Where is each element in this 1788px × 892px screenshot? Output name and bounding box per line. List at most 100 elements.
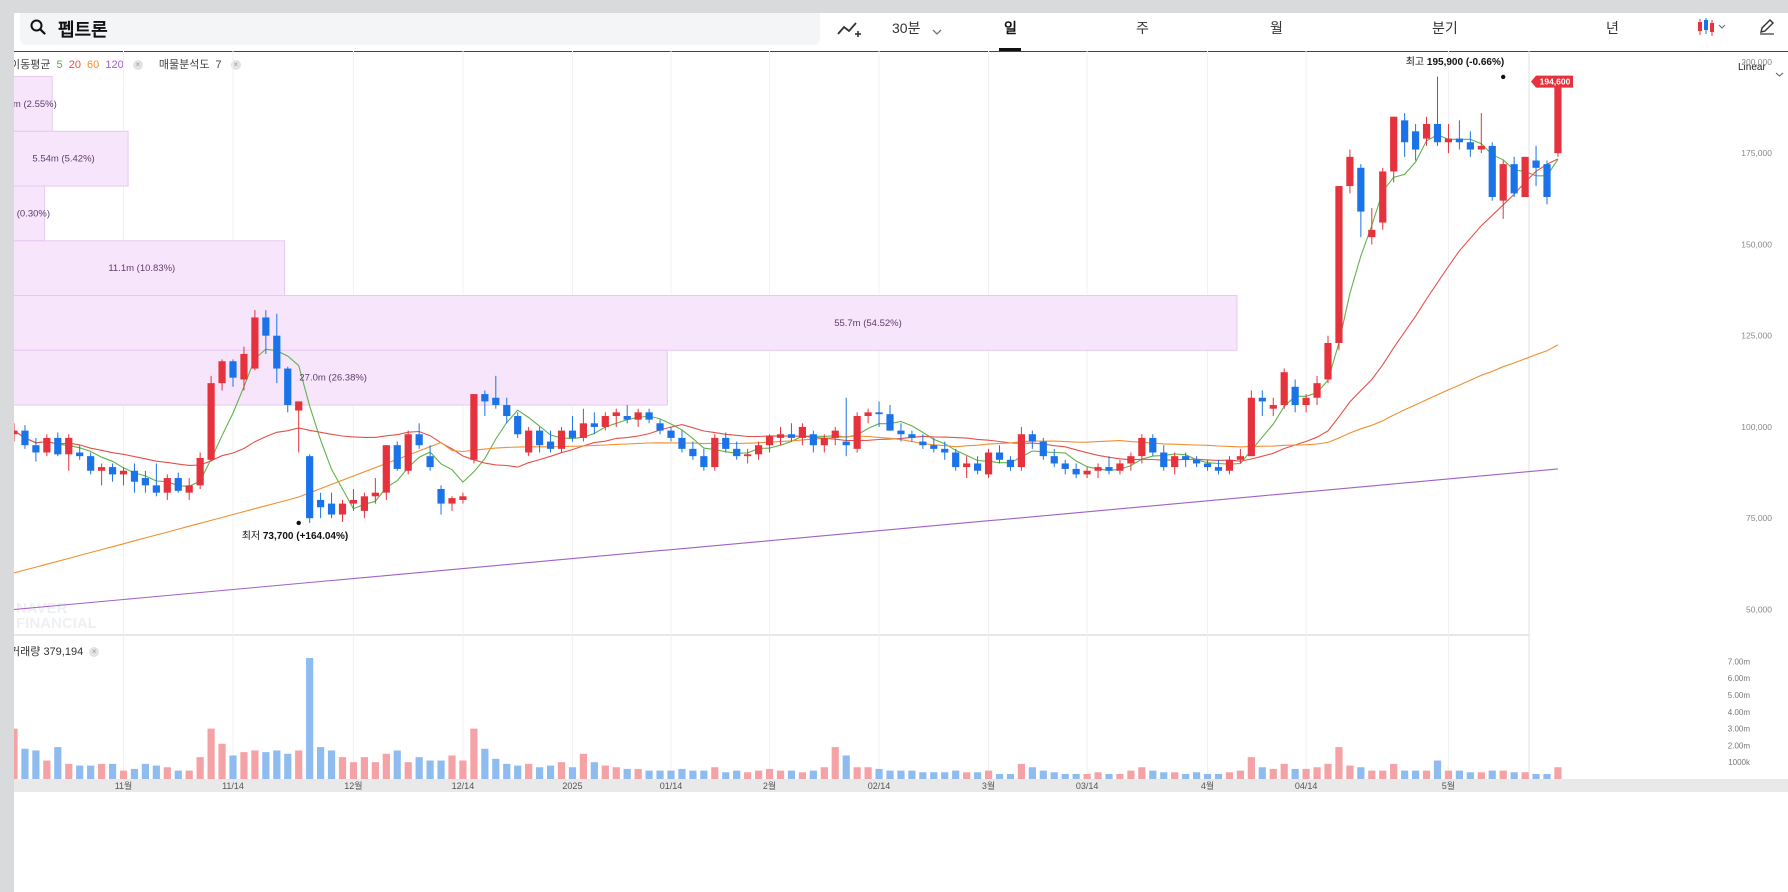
candle-body [1094, 467, 1102, 471]
candle-body [1258, 397, 1266, 402]
volume-bar [568, 767, 577, 779]
volume-bar [1182, 773, 1190, 779]
volume-bar [1269, 768, 1277, 779]
candle-body [1269, 405, 1277, 409]
candle-body [1050, 456, 1058, 464]
volume-bar [119, 770, 128, 779]
volume-bar [809, 770, 817, 779]
volume-bar [371, 762, 379, 779]
candle-body [393, 445, 401, 469]
candle-body [1466, 142, 1474, 150]
candle-body [1412, 131, 1420, 150]
tab-month[interactable]: 월 [1270, 20, 1283, 36]
candle-body [733, 448, 741, 457]
volume-bar [196, 757, 204, 779]
date-tick: 3월 [982, 780, 995, 791]
draw-trend-icon[interactable] [836, 17, 862, 44]
ma-label[interactable]: 이동평균 [14, 59, 51, 71]
tab-week[interactable]: 주 [1136, 20, 1149, 36]
date-tick: 11/14 [222, 781, 244, 791]
volume-bar [295, 750, 303, 779]
volume-profile-label: 27.0m (26.38%) [299, 373, 367, 384]
search-icon[interactable] [30, 19, 46, 40]
chevron-down-icon[interactable] [932, 23, 942, 41]
volume-tick: 3.00m [1728, 725, 1751, 734]
volume-profile-bar [14, 76, 53, 132]
chevron-down-icon[interactable] [1775, 65, 1784, 83]
vp-label[interactable]: 매물분석도 [158, 59, 210, 71]
low-note: 최저 73,700 (+164.04%) [242, 530, 349, 542]
volume-tick: 7.00m [1728, 657, 1751, 666]
candle-body [284, 368, 292, 406]
candle-body [995, 452, 1004, 460]
candle-body [32, 445, 40, 453]
candle-body [1138, 437, 1146, 457]
volume-bar [1412, 770, 1420, 779]
candle-body [1280, 372, 1288, 406]
volume-bar [919, 772, 927, 779]
volume-bar [87, 765, 95, 779]
candle-body [262, 317, 270, 336]
volume-bar [382, 753, 390, 779]
tab-year[interactable]: 년 [1606, 20, 1619, 36]
candle-body [1083, 470, 1091, 475]
volume-value: 379,194 [43, 646, 84, 658]
candle-body [251, 317, 259, 369]
indicator-legend: 이동평균 5 20 60 120 × 매물분석도 7 × [14, 56, 244, 72]
candle-body [711, 437, 719, 468]
volume-bar [1028, 767, 1036, 779]
interval-select[interactable]: 30분 [892, 20, 921, 36]
volume-profile-label: 305k (0.30%) [14, 208, 50, 219]
date-axis-band [14, 779, 1788, 792]
volume-bar [1554, 767, 1562, 779]
ma-line-5 [14, 134, 1559, 510]
edit-icon[interactable] [1758, 17, 1776, 40]
price-axis: 200,000 175,000 150,000 125,000 100,000 75,00… [1531, 57, 1772, 614]
candle-body [1313, 383, 1321, 398]
volume-bar [984, 770, 993, 779]
volume-bar [218, 743, 226, 779]
candle-type-icon[interactable] [1696, 16, 1728, 43]
candle-body [798, 426, 806, 438]
tab-day[interactable]: 일 [1004, 20, 1017, 36]
candle-body [240, 353, 248, 380]
volume-bar [207, 728, 215, 779]
candle-body [689, 448, 697, 457]
volume-bar [787, 770, 796, 779]
scale-mode-select[interactable]: Linear [1738, 62, 1766, 73]
volume-bar [14, 728, 18, 779]
volume-bar [1149, 770, 1157, 779]
high-marker [1501, 74, 1506, 80]
volume-bar [108, 763, 117, 779]
volume-bar [744, 772, 752, 779]
candle-body [14, 430, 18, 435]
close-icon[interactable]: × [89, 647, 100, 657]
candle-body [1521, 156, 1529, 197]
tab-quarter[interactable]: 분기 [1432, 20, 1458, 36]
volume-bar [930, 772, 938, 779]
candle-body [207, 383, 215, 460]
candle-body [174, 478, 182, 491]
volume-bar [1444, 770, 1453, 779]
candle-body [568, 430, 577, 438]
candle-body [842, 441, 850, 446]
search-box[interactable]: 펩트론 [20, 13, 820, 45]
candle-body [776, 434, 785, 438]
candle-body [1182, 456, 1190, 460]
volume-bar [755, 770, 763, 779]
volume-bar [1379, 770, 1387, 779]
candle-body [196, 457, 204, 486]
close-icon[interactable]: × [132, 60, 143, 70]
low-marker [296, 520, 301, 526]
candle-body [963, 463, 971, 468]
volume-profile-bar [14, 349, 668, 406]
close-icon[interactable]: × [230, 60, 241, 70]
candle-body [546, 441, 555, 449]
candle-body [141, 478, 149, 486]
candle-body [437, 489, 445, 504]
volume-bar [1127, 770, 1135, 779]
volume-bar [1422, 770, 1431, 779]
volume-bar [229, 755, 237, 779]
